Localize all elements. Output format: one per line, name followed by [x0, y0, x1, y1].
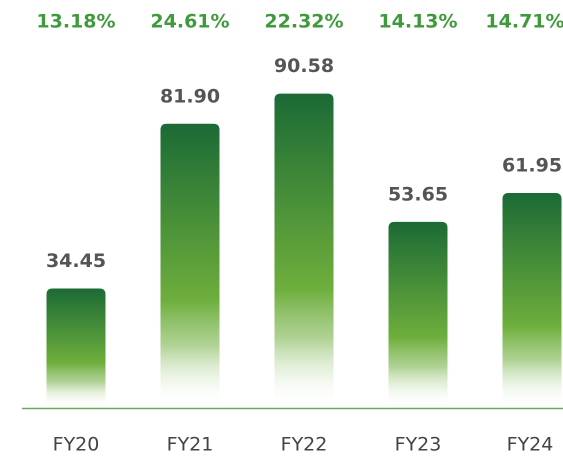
growth-label: 13.18% [36, 11, 115, 33]
bar [388, 221, 448, 408]
value-label: 90.58 [274, 55, 334, 77]
bar [46, 288, 106, 408]
bar [502, 193, 562, 408]
growth-label: 22.32% [264, 11, 343, 33]
bar [274, 93, 334, 408]
growth-label: 24.61% [150, 11, 229, 33]
x-tick-label: FY22 [281, 434, 328, 456]
bar [160, 123, 220, 408]
value-label: 81.90 [160, 85, 220, 107]
value-label: 34.45 [46, 250, 106, 272]
value-label: 53.65 [388, 183, 448, 205]
x-tick-label: FY21 [167, 434, 214, 456]
x-tick-label: FY24 [507, 434, 554, 456]
x-tick-label: FY20 [53, 434, 100, 456]
value-label: 61.95 [502, 155, 562, 177]
x-tick-label: FY23 [395, 434, 442, 456]
growth-label: 14.71% [485, 11, 563, 33]
growth-label: 14.13% [378, 11, 457, 33]
